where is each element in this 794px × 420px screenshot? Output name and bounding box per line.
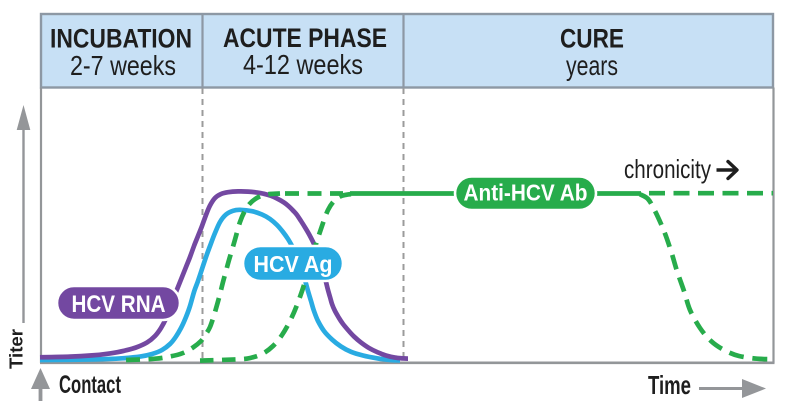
svg-text:4-12 weeks: 4-12 weeks bbox=[243, 49, 363, 80]
svg-text:CURE: CURE bbox=[560, 24, 624, 54]
svg-text:years: years bbox=[566, 50, 618, 81]
svg-text:2-7 weeks: 2-7 weeks bbox=[70, 50, 176, 81]
svg-text:Titer: Titer bbox=[6, 329, 27, 369]
svg-text:Anti-HCV Ab: Anti-HCV Ab bbox=[464, 180, 588, 206]
svg-text:Time: Time bbox=[648, 370, 691, 400]
svg-text:INCUBATION: INCUBATION bbox=[50, 24, 192, 54]
svg-text:HCV RNA: HCV RNA bbox=[72, 291, 166, 318]
svg-text:chronicity: chronicity bbox=[624, 154, 711, 184]
svg-text:HCV Ag: HCV Ag bbox=[254, 251, 333, 277]
svg-text:Contact: Contact bbox=[59, 371, 121, 399]
svg-text:ACUTE PHASE: ACUTE PHASE bbox=[223, 23, 387, 53]
